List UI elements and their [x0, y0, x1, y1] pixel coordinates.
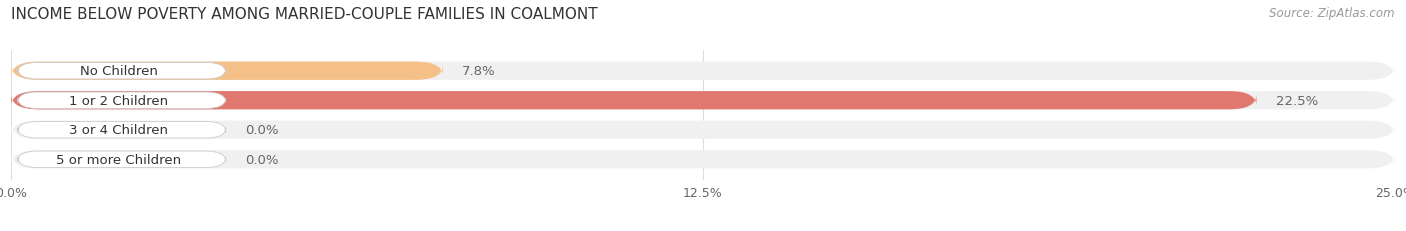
FancyBboxPatch shape [18, 122, 226, 138]
FancyBboxPatch shape [11, 150, 1395, 169]
Text: No Children: No Children [80, 65, 157, 78]
FancyBboxPatch shape [11, 121, 1395, 139]
FancyBboxPatch shape [18, 151, 226, 168]
FancyBboxPatch shape [11, 92, 1395, 110]
FancyBboxPatch shape [18, 63, 226, 80]
Text: 1 or 2 Children: 1 or 2 Children [69, 94, 169, 107]
Text: 22.5%: 22.5% [1275, 94, 1317, 107]
Text: INCOME BELOW POVERTY AMONG MARRIED-COUPLE FAMILIES IN COALMONT: INCOME BELOW POVERTY AMONG MARRIED-COUPL… [11, 7, 598, 22]
FancyBboxPatch shape [11, 62, 443, 81]
Text: 0.0%: 0.0% [245, 124, 278, 137]
Text: 7.8%: 7.8% [463, 65, 496, 78]
Text: 0.0%: 0.0% [245, 153, 278, 166]
FancyBboxPatch shape [18, 93, 226, 109]
FancyBboxPatch shape [11, 92, 1257, 110]
Text: 5 or more Children: 5 or more Children [56, 153, 181, 166]
FancyBboxPatch shape [11, 62, 1395, 81]
Text: Source: ZipAtlas.com: Source: ZipAtlas.com [1270, 7, 1395, 20]
Text: 3 or 4 Children: 3 or 4 Children [69, 124, 167, 137]
